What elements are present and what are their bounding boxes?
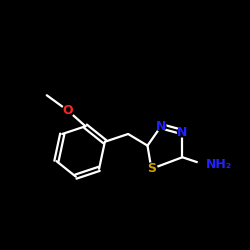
Text: N: N	[156, 120, 166, 133]
Text: NH₂: NH₂	[206, 158, 232, 172]
Circle shape	[62, 105, 74, 117]
Text: N: N	[177, 126, 188, 138]
Text: S: S	[147, 162, 156, 175]
Text: O: O	[63, 104, 74, 117]
Circle shape	[146, 163, 157, 175]
Circle shape	[198, 157, 214, 173]
Circle shape	[178, 127, 187, 137]
Circle shape	[156, 122, 166, 131]
